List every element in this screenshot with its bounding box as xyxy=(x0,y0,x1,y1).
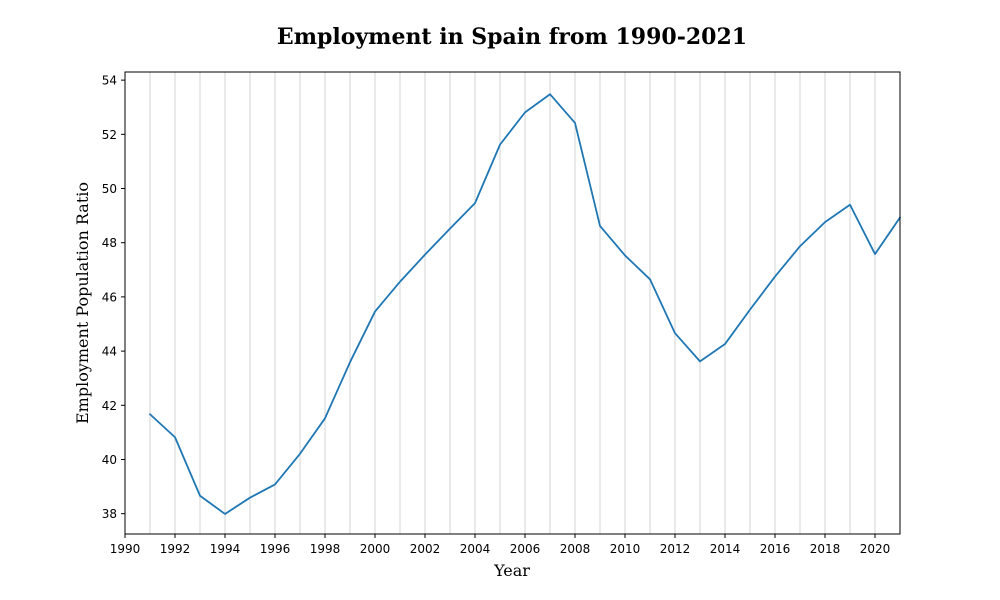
x-tick-label: 2006 xyxy=(510,542,541,556)
x-tick-label: 1996 xyxy=(260,542,291,556)
data-point xyxy=(724,343,726,345)
x-axis: 1990 1992 1994 1996 1998 2000 2002 2004 2006 2008… xyxy=(110,534,891,556)
chart-title: Employment in Spain from 1990-2021 xyxy=(277,24,747,50)
plot-frame xyxy=(124,71,901,535)
data-point xyxy=(649,278,651,280)
data-point xyxy=(149,413,151,415)
y-tick-label: 54 xyxy=(102,74,117,88)
x-tick-label: 2008 xyxy=(560,542,591,556)
y-axis-label: Employment Population Ratio xyxy=(73,182,92,424)
data-point xyxy=(574,122,576,124)
y-tick-label: 46 xyxy=(102,290,117,304)
data-point xyxy=(874,253,876,255)
data-point xyxy=(474,202,476,204)
series-layer xyxy=(149,93,901,515)
data-point xyxy=(274,483,276,485)
data-point xyxy=(524,111,526,113)
data-point xyxy=(399,281,401,283)
y-tick-label: 40 xyxy=(102,453,117,467)
x-tick-label: 2020 xyxy=(860,542,891,556)
y-axis: 38 40 42 44 46 48 50 52 54 xyxy=(102,74,125,521)
x-tick-label: 2002 xyxy=(410,542,441,556)
data-point xyxy=(349,361,351,363)
data-point xyxy=(774,275,776,277)
x-tick-label: 1992 xyxy=(160,542,191,556)
data-point xyxy=(224,513,226,515)
x-tick-label: 2004 xyxy=(460,542,491,556)
x-tick-label: 2012 xyxy=(660,542,691,556)
x-axis-label: Year xyxy=(493,561,530,580)
data-point xyxy=(699,360,701,362)
data-point xyxy=(599,225,601,227)
y-tick-label: 42 xyxy=(102,399,117,413)
y-tick-label: 52 xyxy=(102,128,117,142)
data-point xyxy=(799,245,801,247)
x-tick-label: 2000 xyxy=(360,542,391,556)
data-point xyxy=(324,417,326,419)
x-tick-label: 2016 xyxy=(760,542,791,556)
data-point xyxy=(174,436,176,438)
y-tick-label: 44 xyxy=(102,345,117,359)
vertical-grid xyxy=(124,72,901,534)
y-tick-label: 50 xyxy=(102,182,117,196)
data-point xyxy=(849,204,851,206)
data-point xyxy=(624,254,626,256)
data-point xyxy=(199,495,201,497)
data-point xyxy=(299,453,301,455)
data-point xyxy=(424,253,426,255)
data-point xyxy=(824,221,826,223)
y-tick-label: 38 xyxy=(102,507,117,521)
x-tick-label: 2010 xyxy=(610,542,641,556)
data-point xyxy=(449,227,451,229)
data-point xyxy=(674,332,676,334)
y-tick-label: 48 xyxy=(102,236,117,250)
data-point xyxy=(499,143,501,145)
series-line xyxy=(149,93,901,515)
data-point xyxy=(749,308,751,310)
x-tick-label: 2014 xyxy=(710,542,741,556)
x-tick-label: 1994 xyxy=(210,542,241,556)
x-tick-label: 1990 xyxy=(110,542,141,556)
data-point xyxy=(549,93,551,95)
data-point xyxy=(374,310,376,312)
x-tick-label: 1998 xyxy=(310,542,341,556)
x-tick-label: 2018 xyxy=(810,542,841,556)
data-point xyxy=(249,496,251,498)
